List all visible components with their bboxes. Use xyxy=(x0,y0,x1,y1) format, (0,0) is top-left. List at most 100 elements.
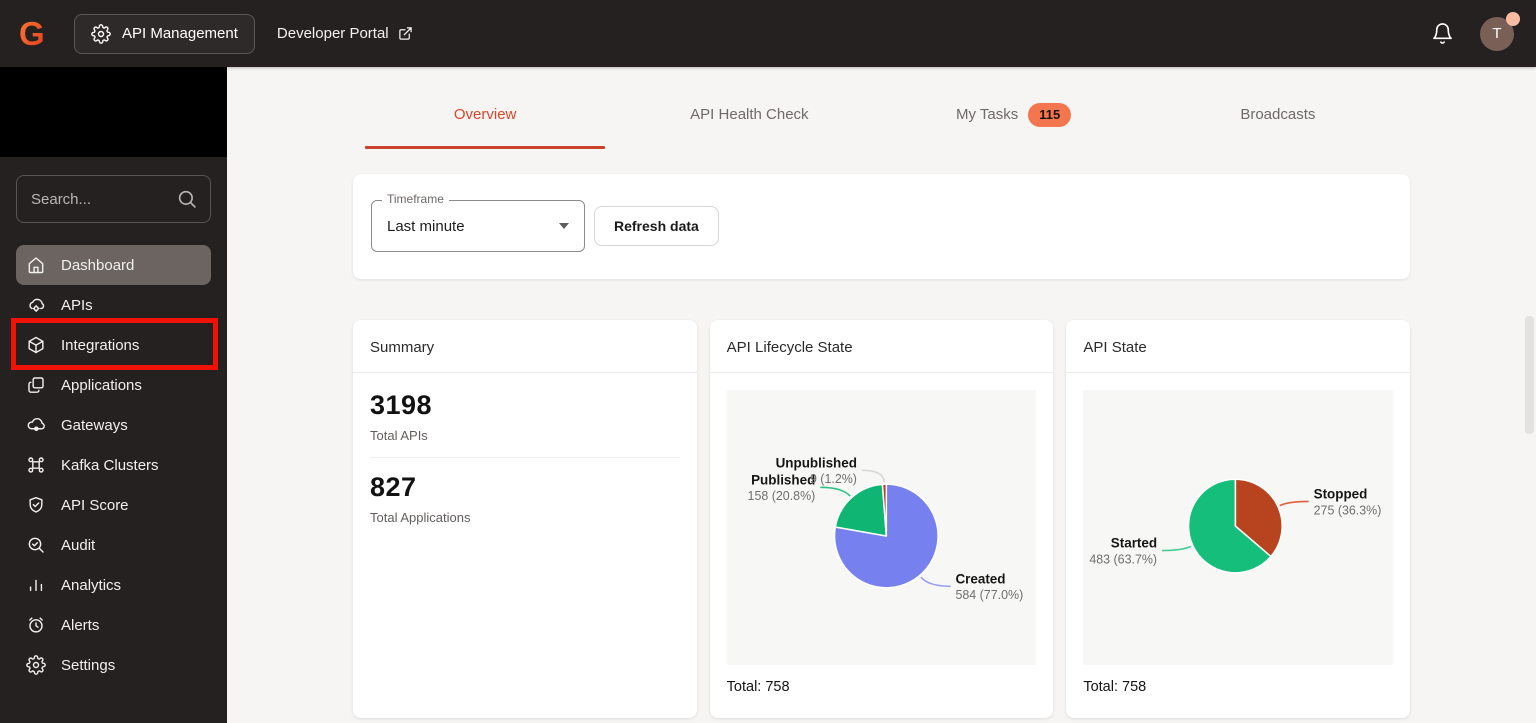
sidebar-item-label: Integrations xyxy=(61,336,140,354)
shield-check-icon xyxy=(26,495,46,515)
main-content: Overview API Health Check My Tasks 115 Broad… xyxy=(227,67,1536,723)
tab-api-health-check[interactable]: API Health Check xyxy=(617,91,881,149)
sidebar-item-label: API Score xyxy=(61,496,129,514)
sidebar-item-label: Dashboard xyxy=(61,256,135,274)
bar-chart-icon xyxy=(26,575,46,595)
sidebar-item-alerts[interactable]: Alerts xyxy=(16,605,211,645)
tab-label: API Health Check xyxy=(690,106,809,124)
cloud-gear-icon xyxy=(26,295,46,315)
pie-label-stopped: Stopped xyxy=(1314,486,1368,501)
stacked-squares-icon xyxy=(26,375,46,395)
timeframe-select-value: Last minute xyxy=(387,217,465,235)
command-icon xyxy=(26,455,46,475)
pie-label-unpublished: Unpublished xyxy=(775,455,856,470)
sidebar-item-label: Applications xyxy=(61,376,142,394)
api-state-card: API State Stopped 275 (36.3%) Started 483 (… xyxy=(1066,319,1411,718)
user-avatar[interactable]: T xyxy=(1480,11,1520,51)
pie-label-published: Published xyxy=(751,472,815,487)
sidebar-item-kafka-clusters[interactable]: Kafka Clusters xyxy=(16,445,211,485)
sidebar-item-audit[interactable]: Audit xyxy=(16,525,211,565)
stat-value: 3198 xyxy=(370,389,433,420)
tab-badge: 115 xyxy=(1028,103,1072,127)
summary-card-title: Summary xyxy=(353,320,697,373)
avatar-initial: T xyxy=(1492,25,1502,42)
summary-stat-total-apis: 3198 Total APIs xyxy=(370,390,680,458)
scrollbar-thumb[interactable] xyxy=(1525,316,1534,434)
pie-slice-unpublished[interactable] xyxy=(881,483,887,537)
pie-slice-stopped[interactable] xyxy=(1234,478,1284,557)
sidebar-item-api-score[interactable]: API Score xyxy=(16,485,211,525)
sidebar-item-analytics[interactable]: Analytics xyxy=(16,565,211,605)
sidebar-item-integrations[interactable]: Integrations xyxy=(16,325,211,365)
chart-card-title: API Lifecycle State xyxy=(709,320,1054,373)
sidebar-item-label: Settings xyxy=(61,656,116,674)
cloud-node-icon xyxy=(26,415,46,435)
chart-total: Total: 758 xyxy=(1083,678,1147,695)
tab-label: My Tasks xyxy=(956,106,1019,124)
timeframe-select-label: Timeframe xyxy=(382,192,449,207)
tab-label: Broadcasts xyxy=(1240,106,1316,124)
sidebar-item-label: Alerts xyxy=(61,616,100,634)
pie-label-created: Created xyxy=(955,571,1005,586)
topbar: G API Management Developer Portal T xyxy=(0,0,1536,67)
sidebar-item-label: APIs xyxy=(61,296,93,314)
pie-leader-line-published xyxy=(819,486,851,497)
tab-bar: Overview API Health Check My Tasks 115 Broad… xyxy=(353,91,1410,149)
sidebar-item-label: Analytics xyxy=(61,576,122,594)
api-lifecycle-state-card: API Lifecycle State Created 584 (77.0%) Pu… xyxy=(709,319,1054,718)
sidebar-item-label: Audit xyxy=(61,536,96,554)
chart-total: Total: 758 xyxy=(726,678,790,695)
pie-chart-api-state: Stopped 275 (36.3%) Started 483 (63.7%) xyxy=(1083,389,1394,665)
sidebar: Dashboard APIs Integrations Applications Gat… xyxy=(0,67,227,723)
summary-stat-total-applications: 827 Total Applications xyxy=(370,472,680,539)
tab-broadcasts[interactable]: Broadcasts xyxy=(1146,91,1410,149)
stat-label: Total Applications xyxy=(370,509,471,525)
summary-stats: 3198 Total APIs 827 Total Applications xyxy=(353,373,697,718)
tab-my-tasks[interactable]: My Tasks 115 xyxy=(882,91,1146,149)
pie-value-started: 483 (63.7%) xyxy=(1090,552,1158,566)
sidebar-item-apis[interactable]: APIs xyxy=(16,285,211,325)
pie-label-started: Started xyxy=(1111,535,1157,550)
sidebar-nav: Dashboard APIs Integrations Applications Gat… xyxy=(0,245,227,685)
timeframe-select[interactable]: Timeframe Last minute xyxy=(371,192,585,253)
sidebar-item-settings[interactable]: Settings xyxy=(16,645,211,685)
api-management-gear-icon xyxy=(91,23,111,44)
pie-leader-line-stopped xyxy=(1279,500,1309,506)
home-icon xyxy=(26,255,46,275)
developer-portal-link[interactable]: Developer Portal xyxy=(277,25,413,42)
app-switcher-label: API Management xyxy=(122,25,238,42)
stat-label: Total APIs xyxy=(370,427,428,443)
app-switcher-button[interactable]: API Management xyxy=(74,13,255,54)
sidebar-item-gateways[interactable]: Gateways xyxy=(16,405,211,445)
notifications-bell-icon[interactable] xyxy=(1431,22,1454,45)
pie-value-created: 584 (77.0%) xyxy=(955,588,1023,602)
search-check-icon xyxy=(26,535,46,555)
sidebar-item-dashboard[interactable]: Dashboard xyxy=(16,245,211,285)
refresh-data-button[interactable]: Refresh data xyxy=(594,206,719,247)
sidebar-item-label: Gateways xyxy=(61,416,128,434)
search-input[interactable] xyxy=(16,175,211,223)
chart-card-title: API State xyxy=(1066,320,1411,373)
external-link-icon xyxy=(398,26,413,41)
stat-value: 827 xyxy=(370,471,417,502)
pie-chart-api-lifecycle-state: Created 584 (77.0%) Published 158 (20.8%) Un… xyxy=(726,389,1037,665)
pie-slice-started[interactable] xyxy=(1188,478,1272,574)
filter-card: Timeframe Last minute Refresh data xyxy=(353,173,1410,279)
gravitee-logo: G xyxy=(18,16,52,52)
developer-portal-label: Developer Portal xyxy=(276,25,389,42)
alarm-clock-icon xyxy=(26,615,46,635)
pie-leader-line-created xyxy=(919,576,951,587)
pie-leader-line-unpublished xyxy=(861,469,885,482)
gear-icon xyxy=(26,655,46,675)
sidebar-item-label: Kafka Clusters xyxy=(61,456,159,474)
summary-card: Summary 3198 Total APIs 827 Total Applicati… xyxy=(353,319,697,718)
chevron-down-icon xyxy=(559,223,569,230)
pie-slice-published[interactable] xyxy=(834,483,887,537)
tab-overview[interactable]: Overview xyxy=(353,91,617,149)
pie-leader-line-started xyxy=(1162,545,1192,551)
dashboard-cards: Summary 3198 Total APIs 827 Total Applicati… xyxy=(353,319,1411,718)
tab-label: Overview xyxy=(453,106,517,124)
svg-text:G: G xyxy=(19,16,45,52)
sidebar-item-applications[interactable]: Applications xyxy=(16,365,211,405)
presence-status-dot xyxy=(1506,11,1520,26)
